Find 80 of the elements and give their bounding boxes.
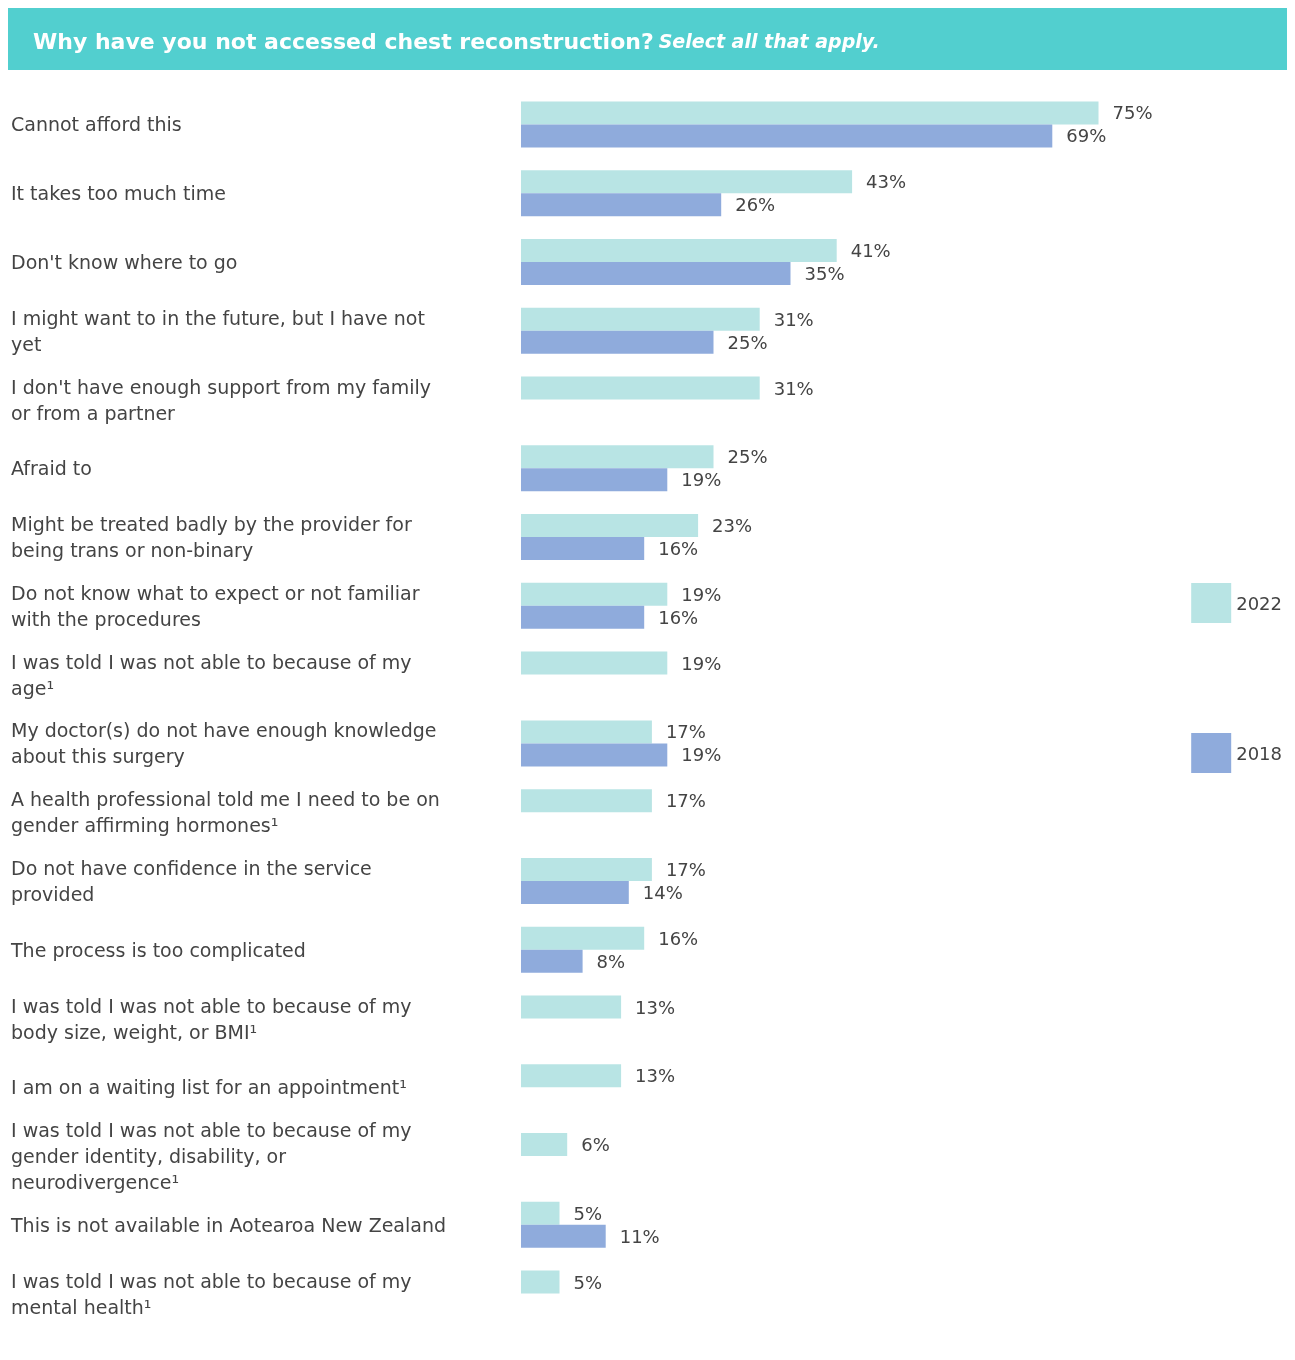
y-tick-label: This is not available in Aotearoa New Zealand: [10, 1213, 447, 1236]
data-label: 31%: [773, 308, 814, 330]
y-tick-label: The process is too complicated: [10, 938, 306, 961]
legend-label: 2018: [1236, 742, 1282, 764]
data-label: 8%: [596, 950, 626, 972]
text: Why have you not accessed chest reconstruction?: [33, 28, 654, 54]
data-label: 25%: [727, 446, 768, 468]
y-tick-label: Don't know where to go: [11, 250, 238, 273]
data-label: 13%: [635, 996, 676, 1018]
bar: [521, 193, 722, 217]
data-label: 25%: [727, 331, 768, 353]
data-label: 26%: [735, 194, 776, 216]
bar: [521, 376, 760, 400]
bar: [521, 1201, 560, 1225]
data-label: 14%: [642, 881, 683, 903]
y-tick-label: Might be treated badly by the provider for being trans or non-binary: [11, 513, 418, 562]
bar: [521, 1270, 560, 1294]
y-tick-label: I was told I was not able to because of my age¹: [11, 650, 418, 699]
y-tick-label: My doctor(s) do not have enough knowledge about this surgery: [11, 719, 443, 768]
y-tick-label: I might want to in the future, but I have not yet: [11, 306, 431, 355]
data-label: 41%: [850, 239, 891, 261]
bar: [521, 857, 652, 881]
bar: [521, 1133, 568, 1157]
bar: [521, 743, 668, 767]
bar: [521, 445, 714, 469]
data-label: 17%: [665, 858, 706, 880]
legend-label: 2022: [1236, 592, 1282, 614]
bar: [521, 926, 645, 950]
data-label: 19%: [681, 744, 722, 766]
data-label: 35%: [804, 262, 845, 284]
bar: [521, 468, 668, 492]
bar: [521, 605, 645, 629]
y-tick-label: Do not have confidence in the service provided: [11, 856, 378, 905]
data-label: 16%: [658, 538, 699, 560]
y-tick-label: I was told I was not able to because of my gender identity, disability, or neurodivergence¹: [11, 1119, 418, 1194]
data-label: 17%: [665, 790, 706, 812]
data-label: 5%: [573, 1271, 603, 1293]
data-label: 23%: [712, 515, 753, 537]
y-tick-label: I don't have enough support from my family or from a partner: [11, 375, 437, 424]
data-label: 11%: [619, 1225, 660, 1247]
data-label: 19%: [681, 652, 722, 674]
data-label: 19%: [681, 583, 722, 605]
bar: [521, 330, 714, 354]
bar: [521, 514, 699, 538]
y-tick-label: A health professional told me I need to be on gender affirming hormones¹: [11, 788, 446, 837]
bar: [521, 307, 760, 331]
bar: [521, 880, 629, 904]
y-tick-label: I am on a waiting list for an appointment¹: [11, 1076, 407, 1099]
bar: [521, 720, 652, 744]
data-label: 43%: [866, 171, 907, 193]
bar: [521, 995, 622, 1019]
data-label: 16%: [658, 606, 699, 628]
data-label: 6%: [581, 1134, 610, 1156]
bar: [521, 1224, 606, 1248]
data-label: 19%: [681, 469, 722, 491]
data-label: 16%: [658, 927, 699, 949]
y-tick-label: I was told I was not able to because of my body size, weight, or BMI¹: [11, 994, 418, 1043]
data-label: 13%: [635, 1065, 676, 1087]
y-tick-label: It takes too much time: [11, 182, 226, 205]
data-label: 75%: [1112, 102, 1153, 124]
bar: [521, 1064, 622, 1088]
y-tick-label: Do not know what to expect or not familiar with the procedures: [11, 581, 426, 630]
bar: [521, 651, 668, 675]
y-tick-label: Afraid to: [11, 457, 92, 480]
bar: [521, 101, 1099, 125]
chart-subtitle: Select all that apply.: [658, 30, 880, 52]
data-label: 5%: [573, 1202, 603, 1224]
bar: [521, 789, 652, 813]
data-label: 17%: [665, 721, 706, 743]
bar: [521, 582, 668, 606]
bar: [521, 261, 791, 285]
y-tick-label: I was told I was not able to because of my mental health¹: [11, 1269, 418, 1318]
data-label: 69%: [1066, 125, 1107, 147]
bar: [521, 170, 853, 194]
bar: [521, 124, 1053, 148]
data-label: 31%: [773, 377, 814, 399]
bar: [521, 537, 645, 561]
y-tick-label: Cannot afford this: [11, 113, 182, 136]
bar: [521, 238, 837, 262]
bar: [521, 949, 583, 973]
